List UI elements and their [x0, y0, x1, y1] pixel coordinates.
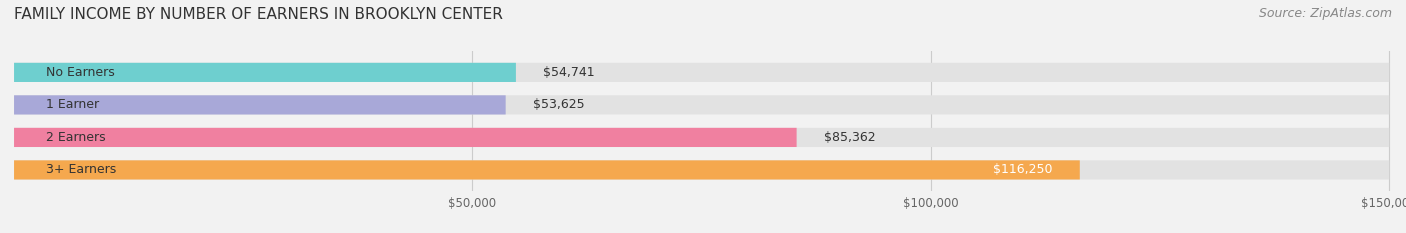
FancyBboxPatch shape: [14, 128, 1389, 147]
Text: FAMILY INCOME BY NUMBER OF EARNERS IN BROOKLYN CENTER: FAMILY INCOME BY NUMBER OF EARNERS IN BR…: [14, 7, 503, 22]
Text: $53,625: $53,625: [533, 98, 585, 111]
Text: $85,362: $85,362: [824, 131, 876, 144]
Text: No Earners: No Earners: [46, 66, 115, 79]
FancyBboxPatch shape: [14, 95, 1389, 114]
FancyBboxPatch shape: [14, 63, 516, 82]
FancyBboxPatch shape: [14, 63, 1389, 82]
FancyBboxPatch shape: [14, 95, 506, 114]
Text: $54,741: $54,741: [543, 66, 595, 79]
Text: 2 Earners: 2 Earners: [46, 131, 105, 144]
Text: 3+ Earners: 3+ Earners: [46, 163, 117, 176]
FancyBboxPatch shape: [14, 160, 1080, 179]
Text: 1 Earner: 1 Earner: [46, 98, 100, 111]
FancyBboxPatch shape: [14, 128, 797, 147]
Text: $116,250: $116,250: [993, 163, 1052, 176]
FancyBboxPatch shape: [14, 160, 1389, 179]
Text: Source: ZipAtlas.com: Source: ZipAtlas.com: [1258, 7, 1392, 20]
